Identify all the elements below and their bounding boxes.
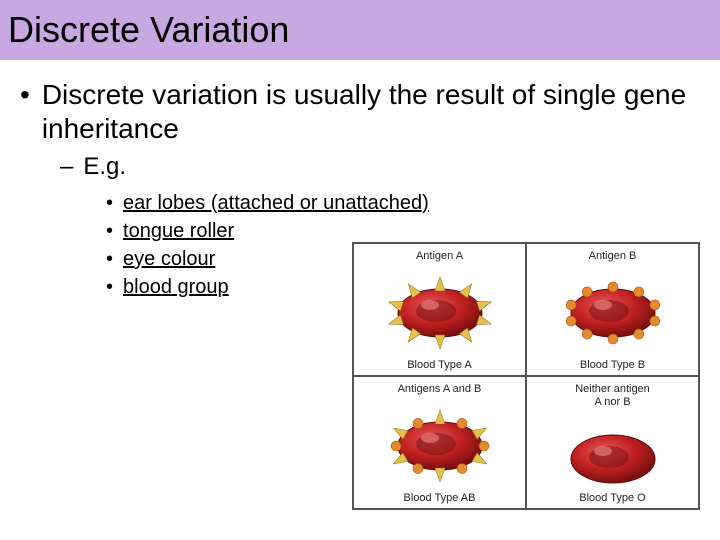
example-text: tongue roller [123,218,234,244]
blood-type-label: Blood Type AB [354,492,525,504]
main-bullet-text: Discrete variation is usually the result… [42,78,700,146]
blood-cell-icon [375,402,505,487]
example-text: blood group [123,274,229,300]
title-bar: Discrete Variation [0,0,720,60]
bullet-icon: • [106,246,113,272]
blood-type-label: Blood Type B [527,359,698,371]
diagram-cell: Antigen A Blood Type A [353,243,526,376]
list-item: • tongue roller [106,218,700,244]
bullet-icon: • [20,78,30,112]
diagram-cell: Neither antigenA nor B Blood Type O [526,376,699,509]
list-item: • ear lobes (attached or unattached) [106,190,700,216]
page-title: Discrete Variation [8,9,289,51]
bullet-icon: • [106,218,113,244]
diagram-cell: Antigen B Blood Type B [526,243,699,376]
antigen-label: Antigen B [589,250,637,263]
blood-cell-icon [548,269,678,354]
sub-bullet: – E.g. [60,152,700,182]
main-bullet: • Discrete variation is usually the resu… [20,78,700,146]
sub-bullet-text: E.g. [83,152,126,182]
antigen-label: Antigens A and B [398,383,482,396]
antigen-label: Antigen A [416,250,463,263]
blood-type-diagram: Antigen A Blood Type AAntigen B Blood Ty… [352,242,700,510]
example-text: ear lobes (attached or unattached) [123,190,429,216]
dash-icon: – [60,152,73,182]
diagram-cell: Antigens A and B Blood Type AB [353,376,526,509]
blood-type-label: Blood Type A [354,359,525,371]
bullet-icon: • [106,190,113,216]
bullet-icon: • [106,274,113,300]
antigen-label: Neither antigenA nor B [575,383,650,409]
example-text: eye colour [123,246,215,272]
blood-type-label: Blood Type O [527,492,698,504]
blood-cell-icon [375,269,505,354]
blood-cell-icon [548,415,678,500]
